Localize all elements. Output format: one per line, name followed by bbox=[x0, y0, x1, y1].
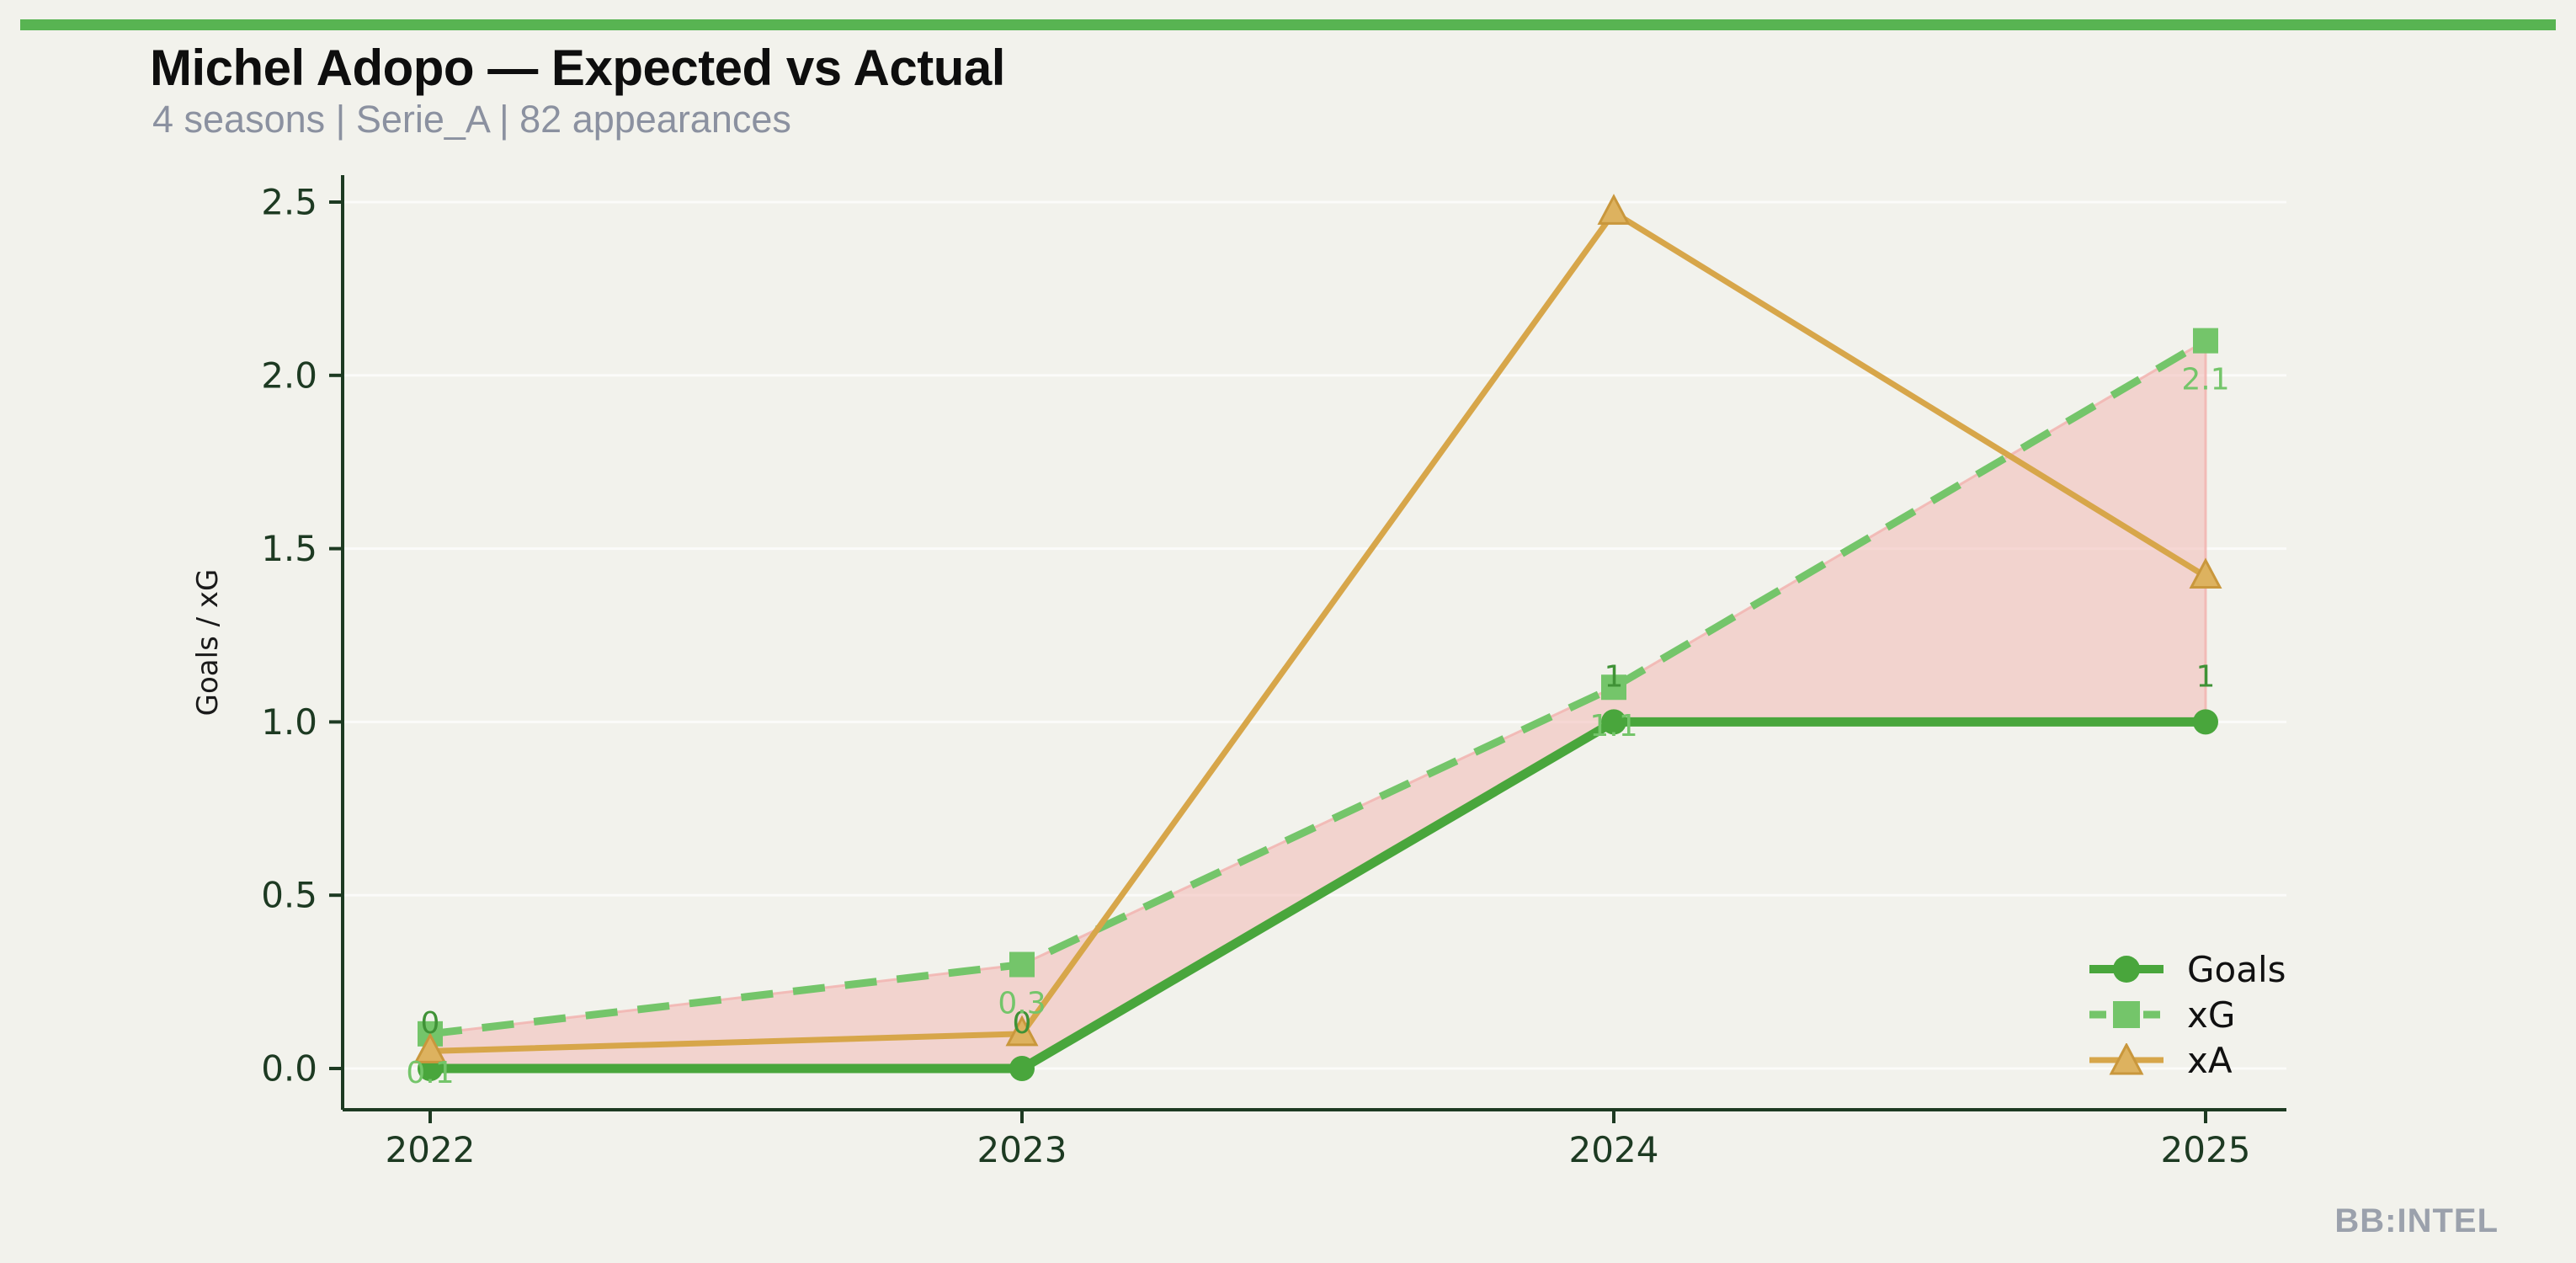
marker-xg-2024 bbox=[1601, 674, 1626, 701]
y-tick-label-0.0: 0.0 bbox=[261, 1048, 317, 1090]
marker-goals-2025 bbox=[2193, 709, 2218, 735]
y-tick-label-1.5: 1.5 bbox=[261, 528, 317, 569]
page-subtitle: 4 seasons | Serie_A | 82 appearances bbox=[152, 98, 791, 141]
watermark: BB:INTEL bbox=[2334, 1202, 2499, 1239]
marker-goals-2023 bbox=[1009, 1056, 1035, 1081]
y-tick-label-2.5: 2.5 bbox=[261, 182, 317, 223]
point-label-goals-2024: 1 bbox=[1605, 659, 1624, 694]
y-tick-label-1.0: 1.0 bbox=[261, 701, 317, 743]
x-tick-label-2022: 2022 bbox=[386, 1129, 476, 1170]
point-label-xg-2024: 1.1 bbox=[1589, 709, 1637, 743]
legend-item-goals: Goals bbox=[2086, 948, 2286, 990]
goals-line-circle-icon bbox=[2089, 956, 2164, 983]
point-label-goals-2023: 0 bbox=[1013, 1006, 1032, 1041]
point-label-goals-2025: 1 bbox=[2196, 659, 2216, 694]
marker-xa-2024 bbox=[1597, 194, 1631, 225]
xg-goals-diff-fill bbox=[428, 338, 2207, 1070]
marker-xg-2025 bbox=[2193, 328, 2218, 354]
chart-legend: Goals xG xA bbox=[2086, 948, 2286, 1081]
y-tick-label-0.5: 0.5 bbox=[261, 875, 317, 916]
top-accent-bar bbox=[20, 19, 2556, 30]
x-tick-label-2025: 2025 bbox=[2161, 1129, 2251, 1170]
marker-xa-2025 bbox=[2189, 557, 2222, 589]
page-title: Michel Adopo — Expected vs Actual bbox=[150, 40, 1005, 96]
xg-line-square-icon bbox=[2089, 1001, 2164, 1028]
series-line-xa bbox=[429, 208, 2207, 1054]
marker-xa-2022 bbox=[413, 1032, 447, 1063]
point-label-xg-2025: 2.1 bbox=[2181, 363, 2229, 397]
legend-label-xg: xG bbox=[2187, 994, 2236, 1036]
point-label-xg-2023: 0.3 bbox=[998, 987, 1046, 1021]
x-tick-label-2023: 2023 bbox=[977, 1129, 1067, 1170]
legend-label-xa: xA bbox=[2187, 1039, 2233, 1081]
y-axis-title: Goals / xG bbox=[191, 569, 225, 717]
series-line-goals bbox=[430, 717, 2206, 1074]
point-label-xg-2022: 0.1 bbox=[406, 1056, 454, 1090]
marker-xg-2023 bbox=[1009, 951, 1035, 978]
y-tick-label-2.0: 2.0 bbox=[261, 354, 317, 396]
series-line-xg bbox=[429, 337, 2208, 1038]
marker-goals-2024 bbox=[1601, 709, 1626, 735]
x-tick-label-2024: 2024 bbox=[1569, 1129, 1659, 1170]
legend-item-xa: xA bbox=[2086, 1039, 2286, 1081]
legend-item-xg: xG bbox=[2086, 994, 2286, 1036]
legend-label-goals: Goals bbox=[2187, 948, 2286, 990]
marker-xa-2023 bbox=[1005, 1015, 1039, 1047]
point-label-goals-2022: 0 bbox=[421, 1006, 440, 1041]
xa-line-triangle-icon bbox=[2089, 1043, 2164, 1075]
